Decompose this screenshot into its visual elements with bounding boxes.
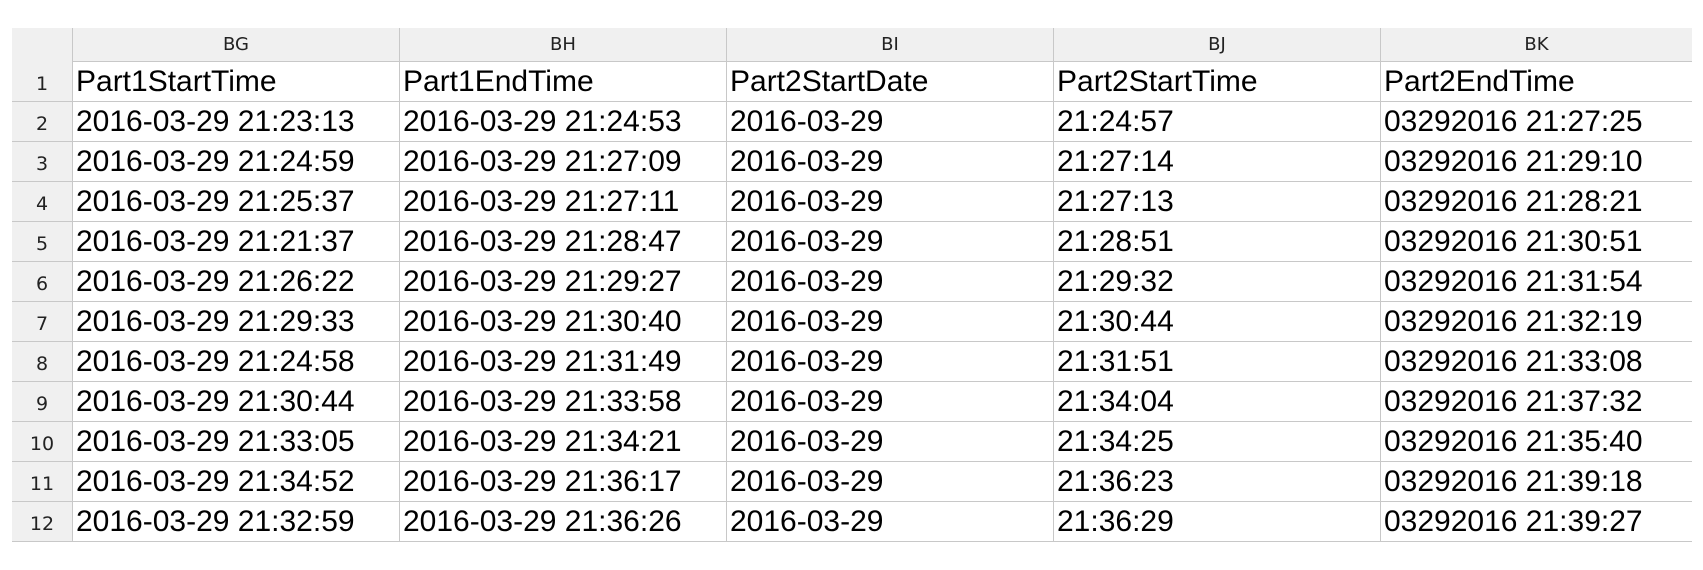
table-cell[interactable]: 2016-03-29 [726,462,1053,502]
table-row: 2016-03-29 21:25:37 2016-03-29 21:27:11 … [72,182,1692,222]
row-header[interactable]: 8 [12,342,72,382]
table-cell[interactable]: 21:24:57 [1053,102,1380,142]
table-cell[interactable]: 21:27:13 [1053,182,1380,222]
table-cell[interactable]: 2016-03-29 [726,502,1053,542]
row-header[interactable]: 10 [12,422,72,462]
table-cell[interactable]: 21:27:14 [1053,142,1380,182]
row-header[interactable]: 1 [12,62,72,102]
table-cell[interactable]: 2016-03-29 21:29:33 [72,302,399,342]
table-cell[interactable]: 2016-03-29 21:30:40 [399,302,726,342]
table-cell[interactable]: 2016-03-29 21:24:58 [72,342,399,382]
table-cell[interactable]: 2016-03-29 21:36:17 [399,462,726,502]
table-cell[interactable]: 2016-03-29 21:25:37 [72,182,399,222]
table-cell[interactable]: 2016-03-29 21:26:22 [72,262,399,302]
table-cell[interactable]: 2016-03-29 21:36:26 [399,502,726,542]
table-cell[interactable]: 2016-03-29 [726,222,1053,262]
table-cell[interactable]: 21:29:32 [1053,262,1380,302]
column-header-bar: BG BH BI BJ BK [72,28,1692,62]
spreadsheet-grid: BG BH BI BJ BK 1 2 3 4 5 6 7 8 9 10 11 1… [12,28,1692,550]
select-all-corner[interactable] [12,28,72,62]
row-header[interactable]: 9 [12,382,72,422]
table-cell[interactable]: 03292016 21:35:40 [1380,422,1692,462]
table-cell[interactable]: 2016-03-29 21:27:11 [399,182,726,222]
table-row: Part1StartTime Part1EndTime Part2StartDa… [72,62,1692,102]
table-row: 2016-03-29 21:30:44 2016-03-29 21:33:58 … [72,382,1692,422]
table-cell[interactable]: 21:36:23 [1053,462,1380,502]
column-header-bg[interactable]: BG [72,28,399,62]
table-cell[interactable]: 2016-03-29 21:34:21 [399,422,726,462]
table-row: 2016-03-29 21:32:59 2016-03-29 21:36:26 … [72,502,1692,542]
table-cell[interactable]: 21:34:25 [1053,422,1380,462]
table-cell[interactable]: 03292016 21:39:18 [1380,462,1692,502]
row-header[interactable]: 3 [12,142,72,182]
table-cell[interactable]: 2016-03-29 [726,262,1053,302]
table-cell[interactable]: 03292016 21:27:25 [1380,102,1692,142]
table-cell[interactable]: 2016-03-29 21:27:09 [399,142,726,182]
table-cell[interactable]: Part2StartTime [1053,62,1380,102]
table-row: 2016-03-29 21:21:37 2016-03-29 21:28:47 … [72,222,1692,262]
table-row: 2016-03-29 21:29:33 2016-03-29 21:30:40 … [72,302,1692,342]
table-cell[interactable]: 2016-03-29 21:32:59 [72,502,399,542]
row-header[interactable]: 7 [12,302,72,342]
cell-grid: Part1StartTime Part1EndTime Part2StartDa… [72,62,1692,542]
column-header-bh[interactable]: BH [399,28,726,62]
table-cell[interactable]: 2016-03-29 [726,142,1053,182]
table-cell[interactable]: 2016-03-29 21:33:05 [72,422,399,462]
table-cell[interactable]: 2016-03-29 [726,382,1053,422]
row-header[interactable]: 2 [12,102,72,142]
table-cell[interactable]: Part1StartTime [72,62,399,102]
table-row: 2016-03-29 21:34:52 2016-03-29 21:36:17 … [72,462,1692,502]
table-cell[interactable]: Part2EndTime [1380,62,1692,102]
table-cell[interactable]: 2016-03-29 21:30:44 [72,382,399,422]
table-row: 2016-03-29 21:24:59 2016-03-29 21:27:09 … [72,142,1692,182]
table-cell[interactable]: 2016-03-29 21:34:52 [72,462,399,502]
row-header[interactable]: 5 [12,222,72,262]
table-cell[interactable]: 2016-03-29 21:21:37 [72,222,399,262]
table-row: 2016-03-29 21:26:22 2016-03-29 21:29:27 … [72,262,1692,302]
row-header[interactable]: 6 [12,262,72,302]
table-cell[interactable]: 03292016 21:31:54 [1380,262,1692,302]
table-cell[interactable]: 03292016 21:33:08 [1380,342,1692,382]
table-cell[interactable]: 2016-03-29 21:28:47 [399,222,726,262]
table-cell[interactable]: 03292016 21:28:21 [1380,182,1692,222]
table-cell[interactable]: 03292016 21:37:32 [1380,382,1692,422]
table-cell[interactable]: 2016-03-29 [726,102,1053,142]
column-header-bj[interactable]: BJ [1053,28,1380,62]
table-cell[interactable]: Part2StartDate [726,62,1053,102]
table-cell[interactable]: 2016-03-29 21:29:27 [399,262,726,302]
table-cell[interactable]: 2016-03-29 [726,182,1053,222]
table-cell[interactable]: 2016-03-29 21:24:59 [72,142,399,182]
row-header[interactable]: 4 [12,182,72,222]
table-cell[interactable]: 03292016 21:29:10 [1380,142,1692,182]
table-cell[interactable]: 21:30:44 [1053,302,1380,342]
table-cell[interactable]: 21:36:29 [1053,502,1380,542]
table-cell[interactable]: 2016-03-29 21:33:58 [399,382,726,422]
row-header[interactable]: 11 [12,462,72,502]
table-cell[interactable]: 03292016 21:39:27 [1380,502,1692,542]
table-cell[interactable]: 2016-03-29 21:31:49 [399,342,726,382]
table-cell[interactable]: 2016-03-29 21:24:53 [399,102,726,142]
table-cell[interactable]: 2016-03-29 21:23:13 [72,102,399,142]
table-cell[interactable]: 03292016 21:32:19 [1380,302,1692,342]
table-cell[interactable]: 2016-03-29 [726,422,1053,462]
column-header-bk[interactable]: BK [1380,28,1692,62]
table-cell[interactable]: 21:34:04 [1053,382,1380,422]
table-cell[interactable]: Part1EndTime [399,62,726,102]
table-row: 2016-03-29 21:24:58 2016-03-29 21:31:49 … [72,342,1692,382]
table-cell[interactable]: 21:31:51 [1053,342,1380,382]
table-row: 2016-03-29 21:23:13 2016-03-29 21:24:53 … [72,102,1692,142]
row-header[interactable]: 12 [12,502,72,542]
table-cell[interactable]: 03292016 21:30:51 [1380,222,1692,262]
table-cell[interactable]: 2016-03-29 [726,342,1053,382]
table-cell[interactable]: 2016-03-29 [726,302,1053,342]
table-row: 2016-03-29 21:33:05 2016-03-29 21:34:21 … [72,422,1692,462]
column-header-bi[interactable]: BI [726,28,1053,62]
row-header-bar: 1 2 3 4 5 6 7 8 9 10 11 12 [12,62,72,542]
table-cell[interactable]: 21:28:51 [1053,222,1380,262]
